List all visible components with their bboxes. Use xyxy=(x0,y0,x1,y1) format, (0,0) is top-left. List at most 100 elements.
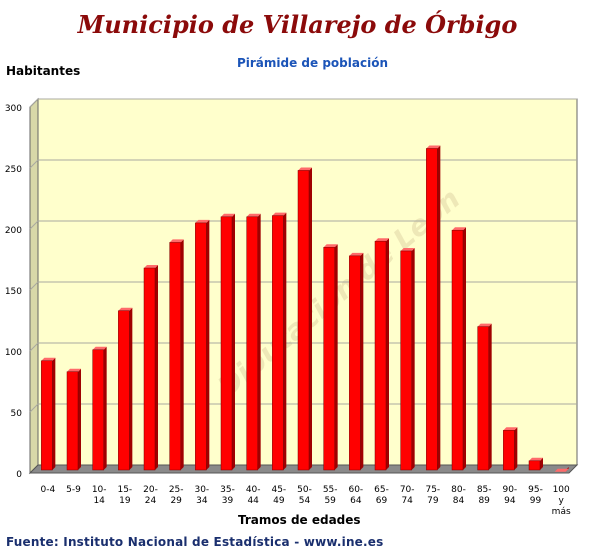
bar-side xyxy=(463,227,466,470)
bar-top xyxy=(375,238,389,242)
bar xyxy=(143,267,156,471)
gridline-side xyxy=(29,281,39,291)
bar-top xyxy=(503,427,518,431)
bar-side xyxy=(411,247,415,470)
bar xyxy=(66,371,79,471)
bar-side xyxy=(437,145,441,471)
bar xyxy=(451,229,464,471)
bar xyxy=(220,216,233,471)
x-tick-label: 60-64 xyxy=(348,485,363,506)
x-tick-label: 55-59 xyxy=(323,485,338,506)
chart-title: Municipio de Villarejo de Órbigo xyxy=(77,10,518,39)
y-tick-label: 300 xyxy=(5,104,22,114)
x-tick-label: 50-54 xyxy=(297,485,312,506)
x-tick-label: 25-29 xyxy=(169,485,184,506)
y-tick-label: 250 xyxy=(5,165,22,175)
bar-side xyxy=(129,307,133,470)
x-tick-label: 65-69 xyxy=(374,485,389,506)
x-tick-label: 30-34 xyxy=(194,485,209,506)
bar-side xyxy=(103,346,107,470)
source-note: Fuente: Instituto Nacional de Estadístic… xyxy=(6,535,384,549)
y-tick-label: 200 xyxy=(5,226,22,236)
chart-subtitle: Pirámide de población xyxy=(236,56,388,70)
x-tick-label: 85-89 xyxy=(477,485,492,506)
x-tick-label: 95-99 xyxy=(528,485,543,506)
bar-top xyxy=(221,213,235,217)
bar-side xyxy=(386,238,389,470)
gridline-side xyxy=(29,98,39,108)
bar xyxy=(246,216,258,471)
bar xyxy=(477,326,489,471)
bar-top xyxy=(67,368,81,372)
x-tick-label: 10-14 xyxy=(92,485,107,506)
x-tick-label: 35-39 xyxy=(220,485,235,506)
bar xyxy=(297,170,310,471)
gridline-side xyxy=(29,220,39,230)
bar-top xyxy=(298,167,312,171)
bar-side xyxy=(488,323,492,470)
bar-top xyxy=(272,212,287,216)
x-tick-label: 15-19 xyxy=(117,485,132,506)
bar-side xyxy=(206,219,210,470)
x-tick-label: 70-74 xyxy=(400,485,415,506)
bar xyxy=(400,250,412,471)
bar xyxy=(195,222,207,471)
x-tick-label: 20-24 xyxy=(143,485,158,506)
x-tick-label: 90-94 xyxy=(502,485,517,506)
bar-side xyxy=(334,244,338,470)
y-tick-label: 0 xyxy=(16,470,22,480)
bar-side xyxy=(78,368,81,470)
x-tick-label: 45-49 xyxy=(271,485,286,506)
gridline-side xyxy=(29,403,39,413)
gridline-side xyxy=(29,342,39,352)
bar xyxy=(426,148,438,471)
x-tick-label: 75-79 xyxy=(425,485,440,506)
bar-top xyxy=(477,323,492,327)
y-axis-label: Habitantes xyxy=(6,64,81,78)
x-tick-label: 80-84 xyxy=(451,485,466,506)
bar xyxy=(272,215,284,471)
bar-side xyxy=(540,457,543,470)
x-tick-label: 5-9 xyxy=(66,485,81,495)
bar-top xyxy=(92,346,107,350)
bar-top xyxy=(426,145,441,149)
bar-side xyxy=(180,239,184,470)
bar xyxy=(169,242,181,471)
bar-top xyxy=(144,265,158,269)
bar-top xyxy=(195,219,210,223)
bar-side xyxy=(283,212,287,470)
y-tick-label: 50 xyxy=(11,409,23,419)
gridline-side xyxy=(29,159,39,169)
bar-top xyxy=(400,247,415,251)
bar-top xyxy=(169,239,184,243)
y-tick-label: 100 xyxy=(5,348,22,358)
bar-top xyxy=(41,357,56,361)
bar-top xyxy=(246,213,261,217)
bar-side xyxy=(514,427,518,470)
bar-side xyxy=(232,213,235,471)
bar xyxy=(41,360,53,471)
bar-side xyxy=(155,265,158,470)
bar xyxy=(528,460,541,471)
bar xyxy=(118,310,130,471)
bar-side xyxy=(360,252,364,470)
x-tick-label: 40-44 xyxy=(246,485,261,506)
bar-top xyxy=(118,307,133,311)
bar-side xyxy=(309,167,312,470)
bar-side xyxy=(52,357,56,470)
x-tick-label: 100 y más xyxy=(552,485,571,517)
x-axis-label: Tramos de edades xyxy=(238,513,361,527)
bar xyxy=(374,240,387,471)
bar-top xyxy=(323,244,338,248)
bar xyxy=(503,430,515,471)
x-tick-label: 0-4 xyxy=(40,485,55,495)
y-tick-label: 150 xyxy=(5,287,22,297)
bar-top xyxy=(349,252,364,256)
bar xyxy=(349,255,361,471)
bar xyxy=(323,247,335,471)
bar xyxy=(92,349,104,471)
bar-top xyxy=(529,457,543,461)
bar-top xyxy=(452,227,466,231)
bar-top xyxy=(554,468,569,472)
